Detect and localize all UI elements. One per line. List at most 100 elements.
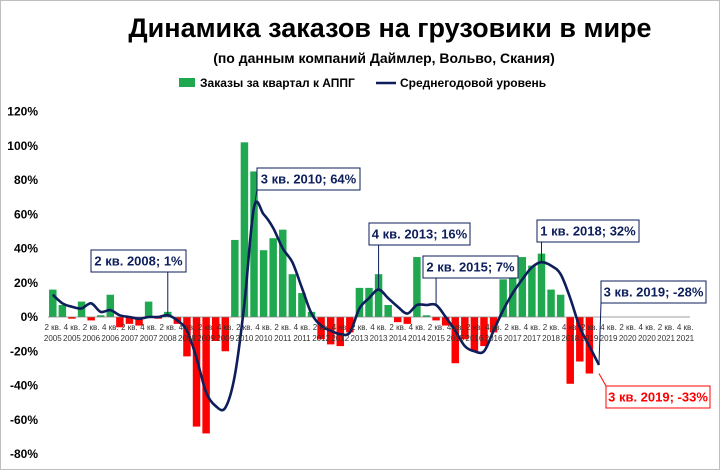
x-tick-label: 2 кв. xyxy=(504,323,521,332)
x-tick-label: 2013 xyxy=(351,334,369,343)
bar-series xyxy=(48,142,690,434)
x-tick-label: 4 кв. xyxy=(255,323,272,332)
bar xyxy=(298,293,306,317)
bar xyxy=(403,317,412,324)
x-tick-label: 2012 xyxy=(331,334,349,343)
bar xyxy=(336,317,344,347)
x-tick-label: 2015 xyxy=(427,334,445,343)
x-tick-label: 4 кв. xyxy=(677,323,694,332)
bar xyxy=(96,315,105,317)
x-tick-label: 2012 xyxy=(312,334,330,343)
x-tick-label: 2 кв. xyxy=(236,323,253,332)
data-callout: 4 кв. 2013; 16% xyxy=(368,222,471,290)
bar xyxy=(144,301,153,317)
x-tick-label: 2006 xyxy=(82,334,100,343)
x-tick-label: 4 кв. xyxy=(179,323,196,332)
x-tick-label: 2 кв. xyxy=(159,323,176,332)
x-tick-label: 4 кв. xyxy=(64,323,81,332)
bar xyxy=(461,317,469,340)
line-series xyxy=(51,200,601,412)
bar xyxy=(221,317,230,352)
x-tick-label: 2008 xyxy=(159,334,177,343)
data-callout: 3 кв. 2019; -28% xyxy=(598,280,707,365)
x-tick-label: 4 кв. xyxy=(332,323,349,332)
bar xyxy=(259,250,268,317)
bar xyxy=(566,317,574,384)
callout-box xyxy=(422,255,519,279)
x-tick-label: 2008 xyxy=(178,334,196,343)
bar xyxy=(279,229,287,317)
x-tick-label: 2019 xyxy=(580,334,598,343)
bar xyxy=(49,289,57,317)
x-tick-label: 2 кв. xyxy=(428,323,445,332)
bar xyxy=(240,142,249,317)
bar xyxy=(374,274,383,317)
data-callout: 2 кв. 2015; 7% xyxy=(422,255,519,306)
callout-box xyxy=(536,219,640,243)
x-tick-label: 2019 xyxy=(600,334,618,343)
callout-label: 2 кв. 2015; 7% xyxy=(426,260,515,275)
bar xyxy=(470,317,479,352)
x-tick-label: 2009 xyxy=(216,334,234,343)
bar xyxy=(441,317,450,326)
bar xyxy=(317,317,325,340)
x-tick-label: 2 кв. xyxy=(543,323,560,332)
callout-box xyxy=(256,167,361,191)
x-tick-label: 2 кв. xyxy=(83,323,100,332)
average-line xyxy=(51,200,601,412)
x-tick-label: 2006 xyxy=(101,334,119,343)
bar xyxy=(250,171,258,317)
x-tick-label: 2010 xyxy=(236,334,254,343)
bar xyxy=(116,317,124,328)
legend-bar-swatch xyxy=(179,78,195,87)
x-tick-label: 4 кв. xyxy=(370,323,387,332)
x-tick-label: 2 кв. xyxy=(274,323,291,332)
x-tick-label: 2020 xyxy=(638,334,656,343)
x-tick-label: 2 кв. xyxy=(466,323,483,332)
callout-label: 1 кв. 2018; 32% xyxy=(540,224,636,239)
x-tick-label: 2018 xyxy=(561,334,579,343)
callout-box xyxy=(605,385,711,409)
bar xyxy=(211,317,220,341)
data-callout: 1 кв. 2018; 32% xyxy=(536,219,640,263)
y-tick-label: 0% xyxy=(21,310,39,324)
x-tick-label: 2017 xyxy=(523,334,541,343)
x-tick-label: 2017 xyxy=(504,334,522,343)
bar xyxy=(518,257,527,317)
bar xyxy=(365,287,373,317)
y-tick-label: 80% xyxy=(14,173,38,187)
y-tick-label: -20% xyxy=(10,344,38,358)
y-tick-label: 100% xyxy=(7,139,38,153)
y-tick-label: 60% xyxy=(14,207,38,221)
x-tick-label: 2010 xyxy=(255,334,273,343)
x-tick-label: 2 кв. xyxy=(389,323,406,332)
bar xyxy=(68,317,76,319)
data-callout: 3 кв. 2019; -33% xyxy=(598,373,711,409)
x-tick-label: 2 кв. xyxy=(198,323,215,332)
x-tick-label: 2 кв. xyxy=(658,323,675,332)
annotations: 2 кв. 2008; 1% 3 кв. 2010; 64% 4 кв. 2013;… xyxy=(90,167,711,409)
callout-label: 2 кв. 2008; 1% xyxy=(94,254,183,269)
callout-box xyxy=(600,280,707,304)
y-tick-label: 120% xyxy=(7,105,38,119)
legend-line-label: Среднегодовой уровень xyxy=(400,76,546,90)
callout-leader xyxy=(598,373,607,387)
callout-label: 3 кв. 2019; -33% xyxy=(608,390,708,405)
callout-label: 4 кв. 2013; 16% xyxy=(372,227,468,242)
bar xyxy=(537,253,546,317)
x-tick-label: 4 кв. xyxy=(600,323,617,332)
bar xyxy=(556,294,565,317)
bar xyxy=(202,317,210,434)
legend-bar-label: Заказы за квартал к АППГ xyxy=(200,76,355,90)
bar xyxy=(269,238,277,317)
y-tick-label: 20% xyxy=(14,276,38,290)
y-axis: -80% -60% -40% -20% 0% 20% 40% 60% 80% 100% 120% xyxy=(7,105,38,462)
callout-box xyxy=(368,222,471,246)
x-tick-label: 2011 xyxy=(293,334,311,343)
chart-title: Динамика заказов на грузовики в мире xyxy=(128,13,651,43)
callout-leader xyxy=(253,189,258,208)
x-tick-label: 2021 xyxy=(657,334,675,343)
x-tick-label: 4 кв. xyxy=(639,323,656,332)
x-tick-label: 4 кв. xyxy=(102,323,119,332)
